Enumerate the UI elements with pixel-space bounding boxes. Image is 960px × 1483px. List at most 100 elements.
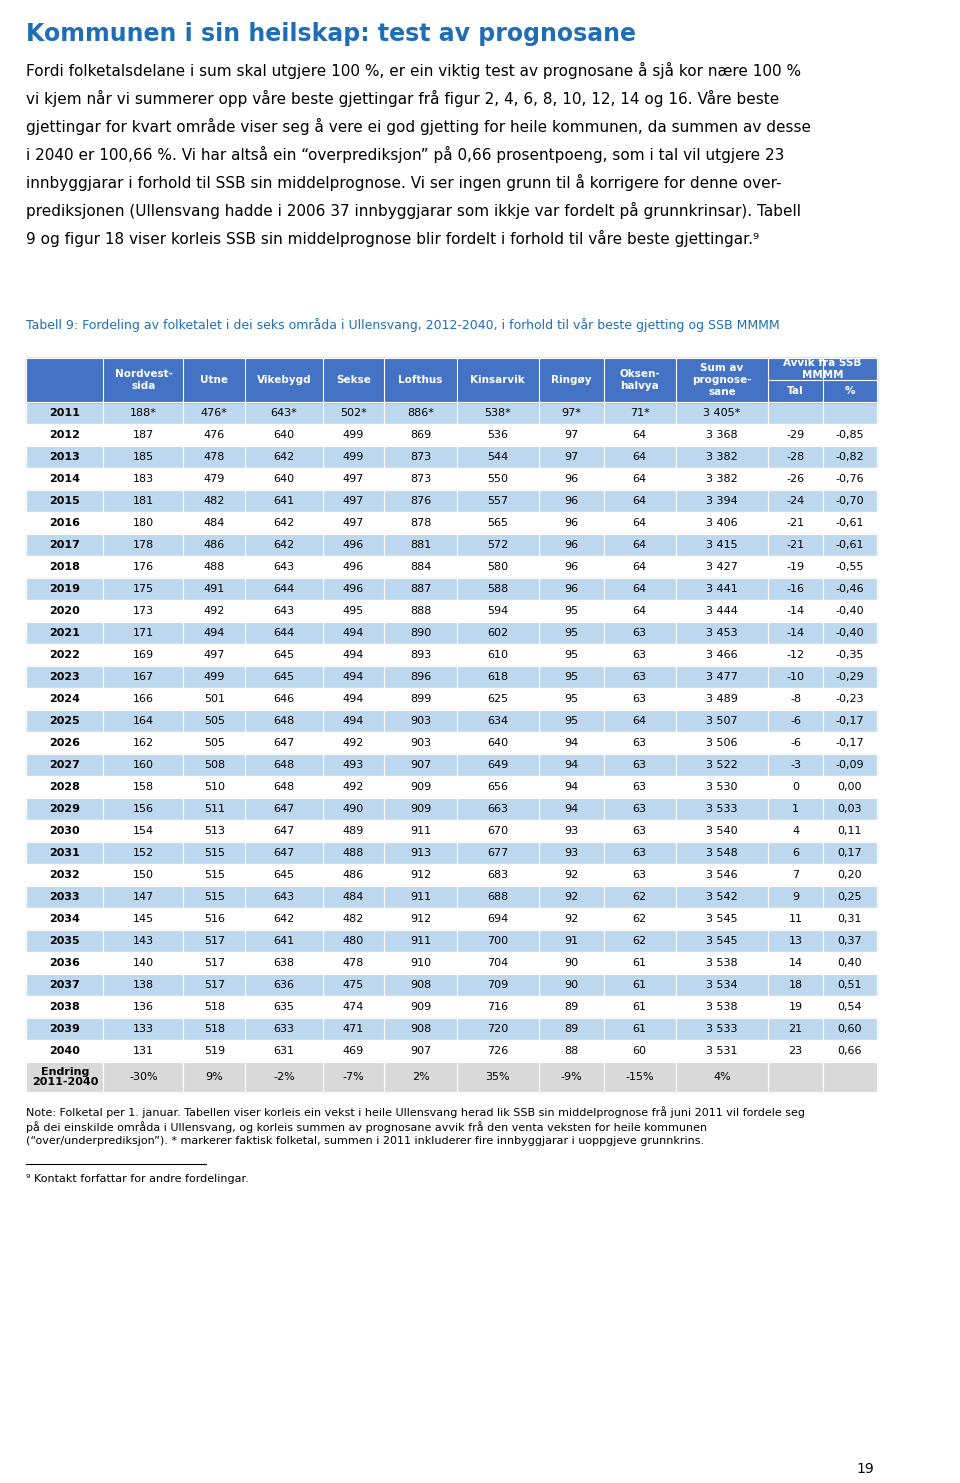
Text: 4: 4 (792, 826, 799, 836)
Text: -14: -14 (786, 607, 804, 615)
Text: 716: 716 (488, 1003, 509, 1011)
Text: Utne: Utne (201, 375, 228, 386)
Text: 188*: 188* (130, 408, 156, 418)
Text: 720: 720 (488, 1023, 509, 1034)
Text: -0,61: -0,61 (835, 518, 864, 528)
Text: 499: 499 (343, 452, 364, 463)
Text: 97*: 97* (562, 408, 581, 418)
Text: 6: 6 (792, 848, 799, 859)
Text: 185: 185 (132, 452, 154, 463)
Text: 2039: 2039 (49, 1023, 81, 1034)
Text: 515: 515 (204, 891, 225, 902)
Text: 2024: 2024 (49, 694, 81, 704)
Text: 97: 97 (564, 452, 579, 463)
Text: (“over/underprediksjon”). * markerer faktisk folketal, summen i 2011 inkluderer : (“over/underprediksjon”). * markerer fak… (26, 1136, 705, 1146)
Text: Fordi folketalsdelane i sum skal utgjere 100 %, er ein viktig test av prognosane: Fordi folketalsdelane i sum skal utgjere… (26, 62, 802, 79)
Text: 709: 709 (488, 980, 509, 991)
Text: 489: 489 (343, 826, 364, 836)
Text: 488: 488 (343, 848, 364, 859)
Text: 517: 517 (204, 980, 225, 991)
Text: 63: 63 (633, 848, 647, 859)
Text: 910: 910 (410, 958, 431, 968)
Text: 2032: 2032 (50, 871, 81, 879)
Text: 513: 513 (204, 826, 225, 836)
Text: 557: 557 (488, 495, 509, 506)
Text: 469: 469 (343, 1046, 364, 1056)
Text: 3 545: 3 545 (707, 936, 738, 946)
Text: 63: 63 (633, 871, 647, 879)
Text: 2030: 2030 (50, 826, 80, 836)
Text: 64: 64 (633, 562, 647, 572)
Text: 96: 96 (564, 475, 578, 483)
Text: 0,66: 0,66 (837, 1046, 862, 1056)
Text: 2040: 2040 (49, 1046, 81, 1056)
Text: 63: 63 (633, 759, 647, 770)
Bar (26, 534, 876, 556)
Text: 63: 63 (633, 739, 647, 747)
Text: gjettingar for kvart område viser seg å vere ei god gjetting for heile kommunen,: gjettingar for kvart område viser seg å … (26, 119, 811, 135)
Text: 2038: 2038 (50, 1003, 81, 1011)
Text: 501: 501 (204, 694, 225, 704)
Text: 594: 594 (488, 607, 509, 615)
Text: 516: 516 (204, 914, 225, 924)
Text: 181: 181 (132, 495, 154, 506)
Text: 93: 93 (564, 826, 578, 836)
Text: 136: 136 (132, 1003, 154, 1011)
Text: 640: 640 (274, 475, 295, 483)
Text: -0,82: -0,82 (835, 452, 864, 463)
Text: 3 477: 3 477 (707, 672, 738, 682)
Text: 494: 494 (343, 716, 364, 727)
Text: 505: 505 (204, 739, 225, 747)
Text: 3 466: 3 466 (707, 650, 738, 660)
Text: 602: 602 (488, 627, 509, 638)
Text: 166: 166 (132, 694, 154, 704)
Text: 888: 888 (410, 607, 431, 615)
Text: 635: 635 (274, 1003, 295, 1011)
Text: 9: 9 (792, 891, 799, 902)
Bar (26, 997, 876, 1017)
Text: 3 415: 3 415 (707, 540, 738, 550)
Text: -0,70: -0,70 (835, 495, 864, 506)
Text: 167: 167 (132, 672, 154, 682)
Text: Lofthus: Lofthus (398, 375, 443, 386)
Text: 490: 490 (343, 804, 364, 814)
Text: -30%: -30% (130, 1072, 157, 1083)
Text: 2031: 2031 (50, 848, 81, 859)
Bar (26, 733, 876, 753)
Text: Sum av
prognose-
sane: Sum av prognose- sane (692, 363, 752, 396)
Text: 648: 648 (274, 716, 295, 727)
Text: 61: 61 (633, 1003, 647, 1011)
Text: 572: 572 (488, 540, 509, 550)
Text: 0,37: 0,37 (837, 936, 862, 946)
Text: 171: 171 (132, 627, 154, 638)
Text: 0,00: 0,00 (837, 782, 862, 792)
Text: 96: 96 (564, 518, 578, 528)
Text: 476*: 476* (201, 408, 228, 418)
Text: 886*: 886* (407, 408, 434, 418)
Bar (26, 753, 876, 776)
Text: 92: 92 (564, 914, 579, 924)
Text: 64: 64 (633, 540, 647, 550)
Text: 677: 677 (488, 848, 509, 859)
Text: 95: 95 (564, 672, 578, 682)
Text: 486: 486 (204, 540, 225, 550)
Text: -0,35: -0,35 (835, 650, 864, 660)
Text: -10: -10 (786, 672, 804, 682)
Text: 3 531: 3 531 (707, 1046, 738, 1056)
Text: 3 540: 3 540 (707, 826, 738, 836)
Text: 580: 580 (488, 562, 509, 572)
Text: 873: 873 (410, 475, 431, 483)
Text: 64: 64 (633, 716, 647, 727)
Text: 648: 648 (274, 782, 295, 792)
Text: 3 534: 3 534 (707, 980, 738, 991)
Text: 480: 480 (343, 936, 364, 946)
Text: 3 427: 3 427 (707, 562, 738, 572)
Text: 909: 909 (410, 1003, 431, 1011)
Text: 23: 23 (788, 1046, 803, 1056)
Text: 147: 147 (132, 891, 154, 902)
Bar (26, 710, 876, 733)
Text: 143: 143 (132, 936, 154, 946)
Text: 700: 700 (488, 936, 509, 946)
Text: 2029: 2029 (49, 804, 81, 814)
Text: 494: 494 (343, 627, 364, 638)
